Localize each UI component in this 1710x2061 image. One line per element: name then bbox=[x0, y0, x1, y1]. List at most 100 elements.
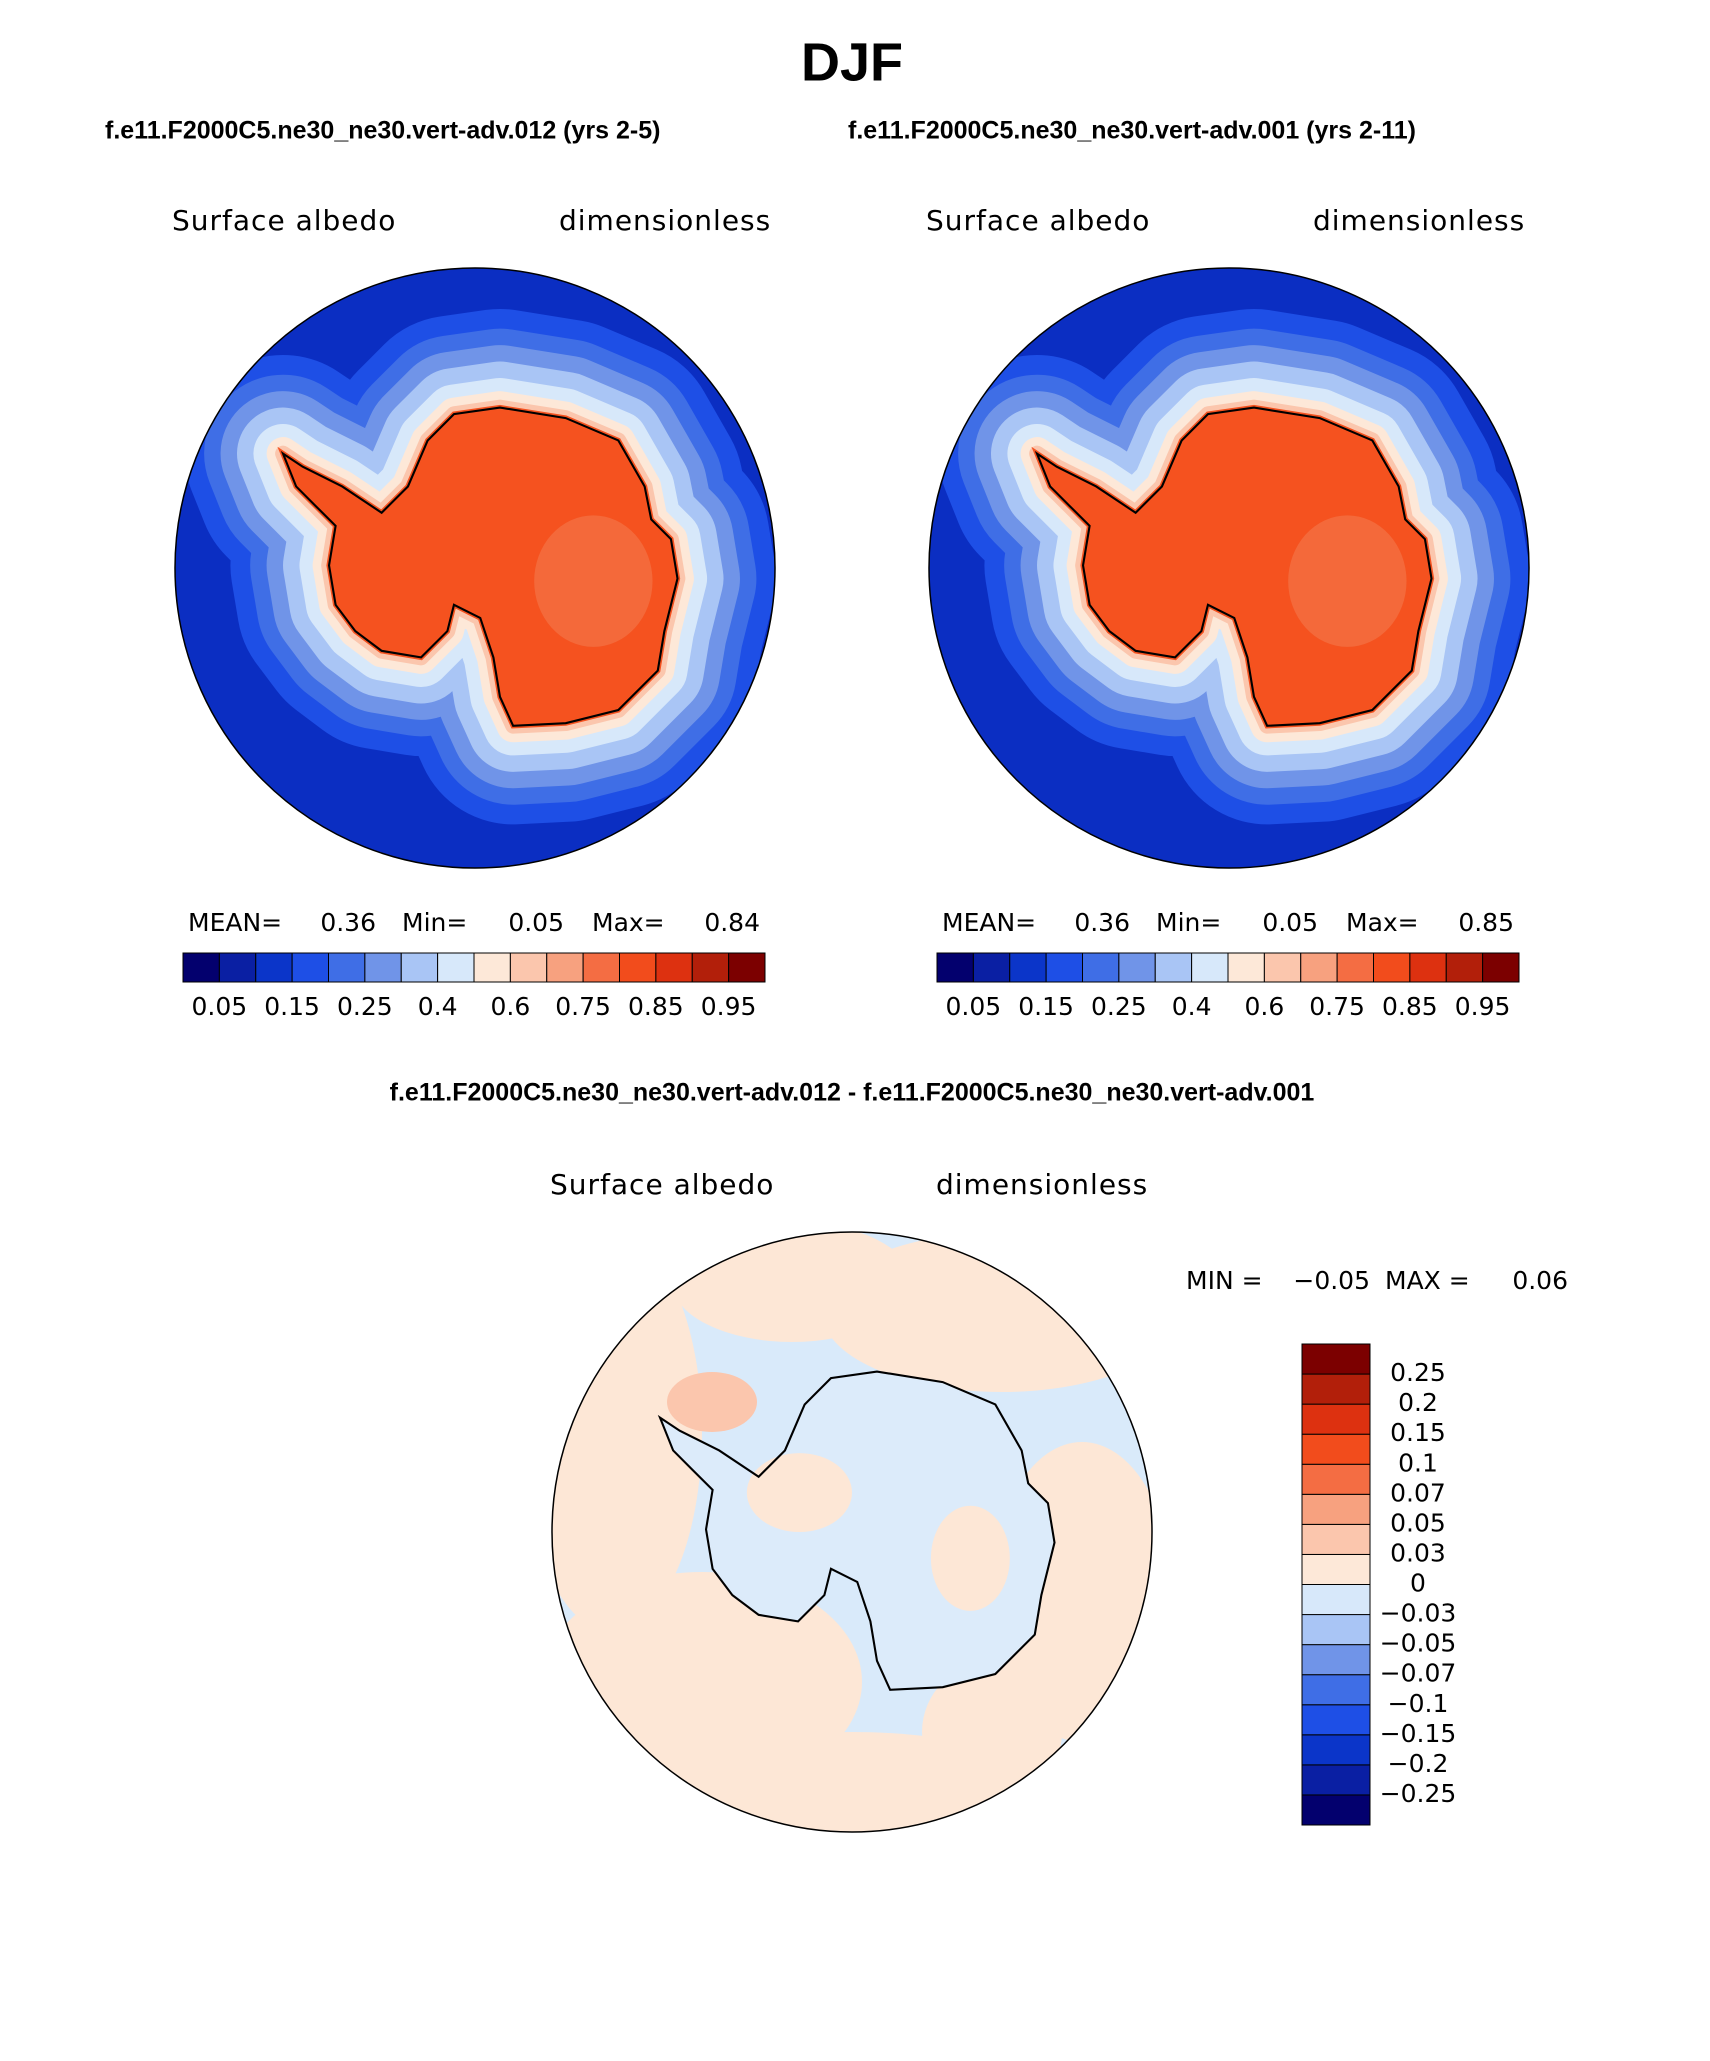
colorbar-box bbox=[437, 952, 475, 983]
colorbar-box bbox=[1301, 1674, 1371, 1706]
colorbar-box bbox=[1336, 952, 1374, 983]
colorbar-box bbox=[1301, 1553, 1371, 1585]
colorbar-label: 0.75 bbox=[1309, 992, 1365, 1021]
colorbar-box bbox=[936, 952, 974, 983]
colorbar-box bbox=[546, 952, 584, 983]
colorbar-label: −0.07 bbox=[1380, 1659, 1457, 1688]
panel-label: Surface albedo bbox=[550, 1168, 774, 1201]
colorbar-box bbox=[1045, 952, 1083, 983]
colorbar-box bbox=[1301, 1644, 1371, 1676]
colorbar-label: 0.95 bbox=[701, 992, 757, 1021]
colorbar-box bbox=[1301, 1704, 1371, 1736]
colorbar-label: 0.05 bbox=[192, 992, 248, 1021]
colorbar-box bbox=[1300, 952, 1338, 983]
colorbar-box bbox=[972, 952, 1011, 983]
map bbox=[929, 268, 1529, 868]
colorbar-label: −0.2 bbox=[1388, 1749, 1449, 1778]
colorbar-box bbox=[509, 952, 548, 983]
sea-ice bbox=[184, 308, 775, 825]
colorbar-label: 0.03 bbox=[1390, 1538, 1446, 1567]
stat-value: 0.05 bbox=[508, 908, 564, 937]
stat-value: 0.84 bbox=[704, 908, 760, 937]
colorbar-box bbox=[1482, 952, 1520, 983]
panel-units: dimensionless bbox=[1313, 204, 1525, 237]
colorbar-label: 0.4 bbox=[418, 992, 458, 1021]
colorbar-label: 0.15 bbox=[1390, 1418, 1446, 1447]
positive-patch bbox=[930, 1505, 1010, 1611]
colorbar-box bbox=[1373, 952, 1411, 983]
stat-label: Min= bbox=[1156, 908, 1221, 937]
positive-patch bbox=[922, 1662, 1062, 1802]
colorbar-label: 0.25 bbox=[1390, 1358, 1446, 1387]
colorbar-label: 0.25 bbox=[337, 992, 393, 1021]
colorbar-label: 0.05 bbox=[946, 992, 1002, 1021]
colorbar-label: 0.25 bbox=[1091, 992, 1147, 1021]
colorbar-box bbox=[291, 952, 329, 983]
colorbar-label: −0.1 bbox=[1388, 1689, 1449, 1718]
colorbar-label: 0.6 bbox=[1244, 992, 1284, 1021]
colorbar-box bbox=[1301, 1764, 1371, 1796]
stat-value: 0.36 bbox=[1074, 908, 1130, 937]
stat-label: MEAN= bbox=[942, 908, 1036, 937]
colorbar-box bbox=[1445, 952, 1484, 983]
colorbar-box bbox=[1191, 952, 1229, 983]
ice-patch bbox=[1288, 515, 1407, 647]
coastline bbox=[1034, 406, 1433, 727]
colorbar-label: 0.85 bbox=[1382, 992, 1438, 1021]
colorbar-box bbox=[1227, 952, 1265, 983]
colorbar-box bbox=[619, 952, 657, 983]
colorbar-box bbox=[1301, 1614, 1371, 1646]
colorbar-box bbox=[328, 952, 366, 983]
stat-label: MAX = bbox=[1385, 1266, 1470, 1295]
stat-value: 0.36 bbox=[320, 908, 376, 937]
colorbar-label: 0.2 bbox=[1398, 1388, 1438, 1417]
map-border bbox=[928, 267, 1530, 869]
colorbar-box bbox=[1263, 952, 1302, 983]
difference-title: f.e11.F2000C5.ne30_ne30.vert-adv.012 - f… bbox=[390, 1079, 1315, 1107]
stat-value: 0.06 bbox=[1512, 1266, 1568, 1295]
colorbar-box bbox=[1082, 952, 1120, 983]
colorbar-box bbox=[582, 952, 620, 983]
colorbar-box bbox=[691, 952, 730, 983]
colorbar-label: 0.4 bbox=[1172, 992, 1212, 1021]
stat-value: 0.05 bbox=[1262, 908, 1318, 937]
colorbar-label: 0.95 bbox=[1455, 992, 1511, 1021]
stat-label: MEAN= bbox=[188, 908, 282, 937]
colorbar-label: 0.15 bbox=[264, 992, 320, 1021]
colorbar-label: −0.15 bbox=[1380, 1719, 1457, 1748]
colorbar-box bbox=[400, 952, 439, 983]
colorbar-box bbox=[1118, 952, 1156, 983]
map bbox=[175, 268, 775, 868]
coastline bbox=[657, 1370, 1056, 1691]
colorbar-label: 0.07 bbox=[1390, 1478, 1446, 1507]
stat-label: Min= bbox=[402, 908, 467, 937]
figure-title: DJF bbox=[801, 32, 903, 92]
panel-label: Surface albedo bbox=[926, 204, 1150, 237]
stat-value: 0.85 bbox=[1458, 908, 1514, 937]
colorbar-label: 0.05 bbox=[1390, 1508, 1446, 1537]
colorbar-box bbox=[1009, 952, 1047, 983]
colorbar-label: 0.75 bbox=[555, 992, 611, 1021]
case-title: f.e11.F2000C5.ne30_ne30.vert-adv.001 (yr… bbox=[848, 117, 1416, 145]
colorbar-box bbox=[728, 952, 766, 983]
colorbar-box bbox=[182, 952, 220, 983]
sea-ice bbox=[938, 308, 1529, 825]
colorbar-label: 0 bbox=[1410, 1569, 1426, 1598]
colorbar-label: −0.25 bbox=[1380, 1779, 1457, 1808]
colorbar-box bbox=[364, 952, 402, 983]
colorbar-box bbox=[1301, 1463, 1371, 1495]
stat-label: Max= bbox=[1346, 908, 1419, 937]
colorbar-box bbox=[1301, 1584, 1371, 1616]
map-border bbox=[174, 267, 776, 869]
ice-patch bbox=[534, 515, 653, 647]
colorbar-box bbox=[1301, 1523, 1371, 1555]
coastline bbox=[280, 406, 679, 727]
positive-patch bbox=[746, 1453, 852, 1532]
colorbar-box bbox=[655, 952, 693, 983]
colorbar-box bbox=[255, 952, 293, 983]
positive-patch bbox=[672, 1232, 912, 1342]
colorbar-box bbox=[473, 952, 511, 983]
colorbar-label: −0.05 bbox=[1380, 1629, 1457, 1658]
